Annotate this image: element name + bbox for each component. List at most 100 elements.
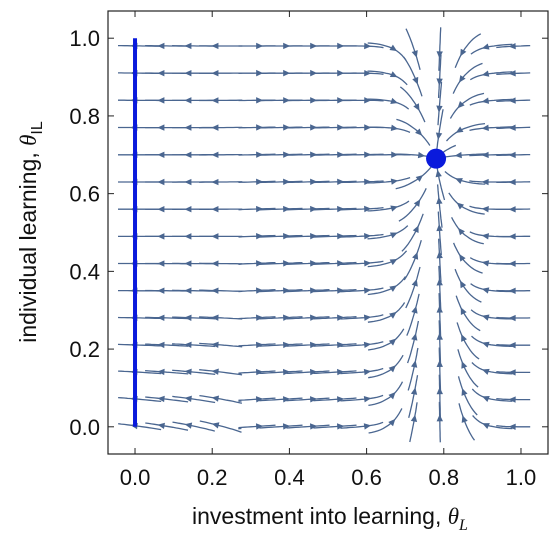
stream-line bbox=[340, 45, 384, 49]
stream-arrowhead bbox=[337, 368, 345, 376]
stream-line bbox=[452, 62, 483, 94]
stream-arrowhead bbox=[211, 341, 219, 348]
stream-line bbox=[340, 233, 384, 238]
stream-line bbox=[313, 316, 357, 320]
stream-arrowhead bbox=[481, 233, 490, 240]
stream-arrowhead bbox=[481, 287, 490, 294]
stream-line bbox=[437, 211, 442, 256]
stream-line bbox=[313, 343, 357, 347]
stream-arrowhead bbox=[508, 151, 516, 159]
stream-arrowhead bbox=[337, 341, 345, 349]
stream-arrowhead bbox=[337, 97, 345, 104]
stream-arrowhead bbox=[184, 368, 192, 376]
stream-arrowhead bbox=[337, 178, 345, 186]
stream-line bbox=[368, 381, 404, 407]
stream-line bbox=[286, 234, 330, 238]
stream-line bbox=[340, 314, 384, 320]
stream-line bbox=[405, 266, 421, 309]
stream-arrowhead bbox=[211, 124, 219, 131]
stream-arrowhead bbox=[336, 423, 345, 430]
stream-line bbox=[259, 343, 303, 347]
stream-arrowhead bbox=[436, 332, 443, 340]
stream-arrowhead bbox=[436, 359, 443, 368]
stream-arrowhead bbox=[436, 196, 443, 205]
stream-arrowhead bbox=[310, 368, 318, 376]
stream-arrowhead bbox=[184, 151, 192, 159]
stream-arrowhead bbox=[255, 341, 264, 349]
stream-arrowhead bbox=[411, 278, 418, 287]
stream-line bbox=[438, 320, 442, 364]
stream-arrowhead bbox=[256, 260, 264, 267]
stream-line bbox=[409, 402, 418, 443]
stream-arrowhead bbox=[256, 42, 264, 50]
stream-line bbox=[199, 262, 243, 265]
stream-arrowhead bbox=[415, 128, 423, 136]
stream-line bbox=[438, 401, 441, 443]
stream-arrowhead bbox=[459, 75, 466, 83]
stream-arrowhead bbox=[157, 42, 165, 50]
stream-arrowhead bbox=[337, 260, 345, 267]
stream-arrowhead bbox=[508, 97, 516, 104]
stream-line bbox=[367, 200, 410, 212]
stream-arrowhead bbox=[184, 69, 192, 77]
stream-arrowhead bbox=[309, 423, 318, 430]
stream-arrowhead bbox=[211, 233, 219, 240]
stream-arrowhead bbox=[255, 396, 264, 403]
stream-arrowhead bbox=[481, 205, 489, 213]
stream-arrowhead bbox=[256, 178, 264, 186]
stream-arrowhead bbox=[459, 254, 466, 262]
stream-arrowhead bbox=[482, 396, 490, 402]
y-tick-label: 0.2 bbox=[69, 337, 100, 362]
stream-arrowhead bbox=[460, 307, 467, 315]
stream-arrowhead bbox=[412, 76, 419, 85]
stream-arrowhead bbox=[460, 48, 467, 57]
stream-arrowhead bbox=[282, 423, 291, 430]
stream-arrowhead bbox=[337, 232, 345, 240]
stream-arrowhead bbox=[211, 97, 219, 104]
stream-arrowhead bbox=[508, 42, 516, 50]
stream-arrowhead bbox=[337, 69, 345, 77]
stream-line bbox=[259, 261, 303, 265]
stream-line bbox=[172, 369, 216, 375]
stream-arrowhead bbox=[389, 71, 398, 78]
stream-arrowhead bbox=[461, 334, 468, 342]
stream-line bbox=[438, 347, 442, 392]
stream-line bbox=[408, 375, 419, 418]
stream-arrowhead bbox=[508, 233, 516, 240]
stream-arrowhead bbox=[411, 333, 418, 341]
stream-arrowhead bbox=[211, 314, 219, 321]
stream-line bbox=[368, 408, 403, 434]
stream-line bbox=[469, 153, 513, 157]
stream-line bbox=[145, 396, 189, 403]
stream-arrowhead bbox=[389, 258, 398, 266]
stream-line bbox=[367, 302, 406, 323]
stream-line bbox=[259, 424, 303, 429]
stream-arrowhead bbox=[211, 395, 220, 402]
stream-arrowhead bbox=[337, 124, 345, 131]
stream-arrowhead bbox=[417, 151, 426, 159]
stream-line bbox=[456, 322, 480, 360]
stream-arrowhead bbox=[458, 227, 465, 236]
stream-line bbox=[454, 268, 482, 303]
stream-arrowhead bbox=[256, 124, 264, 131]
stream-line bbox=[238, 397, 276, 402]
stream-arrowhead bbox=[184, 287, 192, 294]
stream-arrowhead bbox=[410, 387, 418, 395]
stream-arrowhead bbox=[256, 287, 264, 294]
y-axis-label-symbol: θ bbox=[16, 135, 41, 146]
stream-line bbox=[399, 86, 426, 123]
stream-line bbox=[172, 421, 215, 432]
stream-arrowhead bbox=[389, 44, 398, 52]
x-tick-label: 0.6 bbox=[351, 465, 382, 490]
stream-arrowhead bbox=[255, 314, 264, 321]
stream-line bbox=[469, 126, 513, 132]
stream-arrowhead bbox=[211, 206, 219, 213]
stream-arrowhead bbox=[364, 205, 372, 213]
stream-line bbox=[367, 126, 411, 134]
stream-arrowhead bbox=[157, 205, 165, 213]
stream-arrowhead bbox=[211, 42, 219, 50]
stream-arrowhead bbox=[435, 132, 443, 140]
stream-line bbox=[406, 293, 420, 336]
stream-line bbox=[367, 98, 410, 110]
